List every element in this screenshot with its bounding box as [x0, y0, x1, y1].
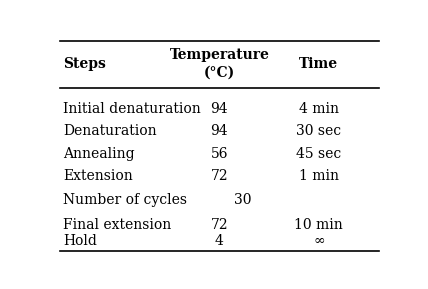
Text: Number of cycles: Number of cycles	[63, 193, 187, 208]
Text: 72: 72	[211, 218, 228, 232]
Text: Annealing: Annealing	[63, 147, 135, 161]
Text: 4: 4	[215, 234, 224, 248]
Text: Final extension: Final extension	[63, 218, 172, 232]
Text: 30: 30	[234, 193, 251, 208]
Text: Steps: Steps	[63, 57, 106, 71]
Text: Initial denaturation: Initial denaturation	[63, 102, 201, 116]
Text: 94: 94	[211, 102, 228, 116]
Text: 30 sec: 30 sec	[296, 125, 342, 138]
Text: Extension: Extension	[63, 169, 133, 183]
Text: 56: 56	[211, 147, 228, 161]
Text: ∞: ∞	[313, 234, 324, 248]
Text: 94: 94	[211, 125, 228, 138]
Text: Time: Time	[299, 57, 339, 71]
Text: Hold: Hold	[63, 234, 97, 248]
Text: 10 min: 10 min	[294, 218, 343, 232]
Text: Temperature
(°C): Temperature (°C)	[169, 48, 269, 79]
Text: 72: 72	[211, 169, 228, 183]
Text: Denaturation: Denaturation	[63, 125, 157, 138]
Text: 45 sec: 45 sec	[296, 147, 342, 161]
Text: 1 min: 1 min	[299, 169, 339, 183]
Text: 4 min: 4 min	[299, 102, 339, 116]
